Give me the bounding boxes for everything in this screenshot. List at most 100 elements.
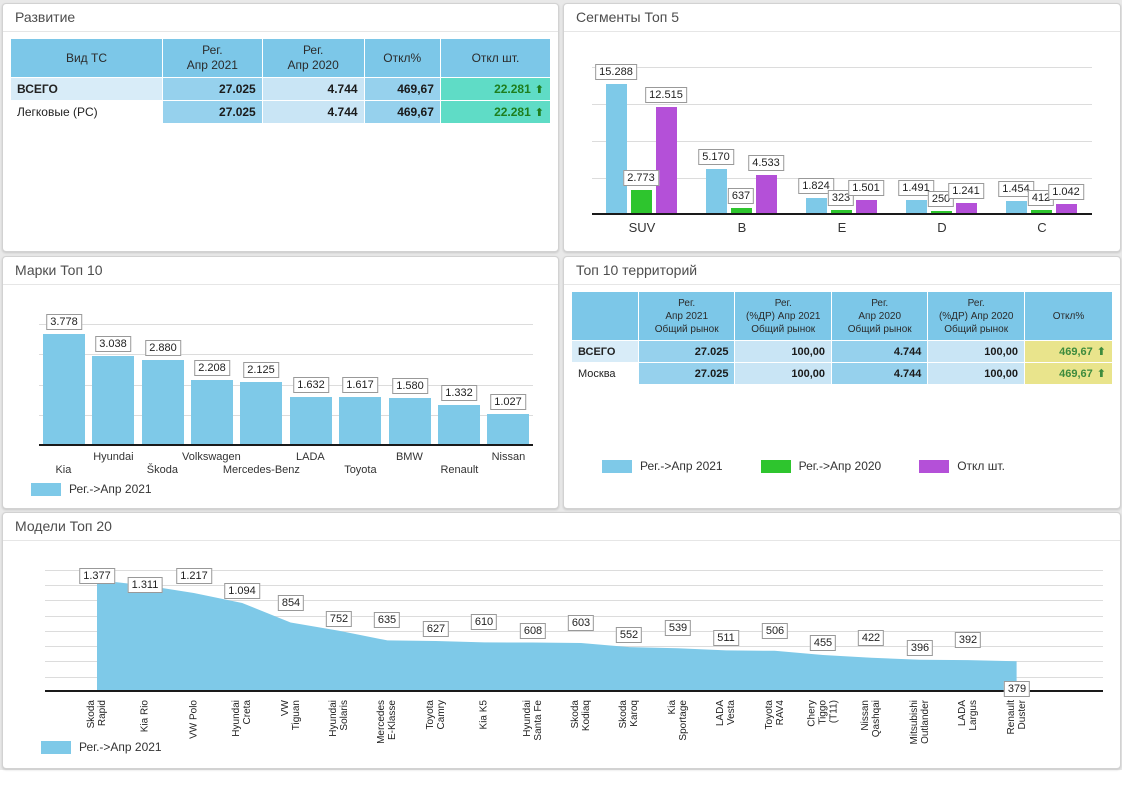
gridline xyxy=(45,585,1103,586)
x-axis-label-nissan: Nissan xyxy=(491,451,526,463)
gridline xyxy=(592,67,1092,68)
legend-item[interactable]: Рег.->Апр 2021 xyxy=(602,459,723,473)
point-value-label: 752 xyxy=(325,611,353,627)
bar-value-label: 3.778 xyxy=(46,314,82,330)
territory-value-cell[interactable]: 4.744 xyxy=(832,363,928,384)
brands-bar-renault[interactable] xyxy=(438,405,480,444)
bar-value-label: 1.241 xyxy=(948,183,984,199)
panel-title-segments: Сегменты Топ 5 xyxy=(564,4,1120,32)
segments-plot: SUV B E D C 15.288 2.773 12.515 5.170 637 4.533 1.8… xyxy=(592,64,1092,235)
deviation-pct-cell[interactable]: 469,67 xyxy=(364,78,440,100)
x-axis-label-text: Mercedes E-Klasse xyxy=(376,700,398,744)
bar-value-label: 1.027 xyxy=(490,394,526,410)
reg-apr-2020-cell[interactable]: 4.744 xyxy=(262,78,364,100)
models-area-shape[interactable] xyxy=(45,570,1103,692)
segments-bar-c-series3[interactable] xyxy=(1056,204,1077,213)
segments-bar-d-series3[interactable] xyxy=(956,203,977,213)
x-axis-label-b: B xyxy=(737,220,747,235)
deviation-pct-cell[interactable]: 469,67 xyxy=(364,101,440,123)
bar-value-label: 2.880 xyxy=(145,340,181,356)
reg-apr-2021-cell[interactable]: 27.025 xyxy=(162,78,262,100)
bar-value-label: 412 xyxy=(1027,190,1055,206)
x-axis-label-d: D xyxy=(937,220,947,235)
brands-bar-nissan[interactable] xyxy=(487,414,529,444)
x-axis-label-mercedes-benz: Mercedes-Benz xyxy=(222,464,300,476)
segments-bar-suv-series1[interactable] xyxy=(606,84,627,213)
development-column-header: Рег. Апр 2020 xyxy=(262,39,364,77)
bar-value-label: 323 xyxy=(827,190,855,206)
territory-deviation-pct-cell[interactable]: 469,67 ⬆ xyxy=(1024,363,1112,384)
segments-bar-b-series2[interactable] xyxy=(731,208,752,213)
segments-bar-b-series3[interactable] xyxy=(756,175,777,213)
deviation-units-cell[interactable]: 22.281 ⬆ xyxy=(440,101,550,123)
x-axis-label-text: Kia Sportage xyxy=(667,700,689,741)
territories-table-row[interactable]: ВСЕГО 27.025 100,00 4.744 100,00 469,67 ⬆ xyxy=(572,341,1112,362)
brands-bar-lada[interactable] xyxy=(290,397,332,444)
development-column-header: Откл% xyxy=(364,39,440,77)
territories-column-header: Рег. (%ДР) Апр 2020 Общий рынок xyxy=(928,292,1024,340)
point-value-label: 1.094 xyxy=(224,583,260,599)
brands-bar-toyota[interactable] xyxy=(339,397,381,444)
reg-apr-2020-cell[interactable]: 4.744 xyxy=(262,101,364,123)
panel-title-territories: Топ 10 территорий xyxy=(564,257,1120,285)
segments-bar-e-series3[interactable] xyxy=(856,200,877,213)
development-table-row[interactable]: Легковые (PC) 27.025 4.744 469,67 22.281 ⬆ xyxy=(11,101,550,123)
point-value-label: 506 xyxy=(761,623,789,639)
development-column-header: Рег. Апр 2021 xyxy=(162,39,262,77)
segments-bar-e-series2[interactable] xyxy=(831,210,852,213)
development-table-row[interactable]: ВСЕГО 27.025 4.744 469,67 22.281 ⬆ xyxy=(11,78,550,100)
bar-value-label: 1.632 xyxy=(293,377,329,393)
brands-bar-volkswagen[interactable] xyxy=(191,380,233,444)
territory-value-cell[interactable]: 27.025 xyxy=(638,341,735,362)
segments-bar-b-series1[interactable] xyxy=(706,169,727,213)
territory-value-cell[interactable]: 100,00 xyxy=(735,341,831,362)
point-value-label: 552 xyxy=(615,627,643,643)
trend-up-icon: ⬆ xyxy=(1096,345,1106,358)
chart-legend: Рег.->Апр 2021 Рег.->Апр 2020 Откл шт. xyxy=(602,459,1005,473)
chart-legend: Рег.->Апр 2021 xyxy=(41,740,162,754)
segments-bar-suv-series3[interactable] xyxy=(656,107,677,213)
segments-bar-d-series1[interactable] xyxy=(906,200,927,213)
territory-value-cell[interactable]: 100,00 xyxy=(928,341,1024,362)
segments-bar-e-series1[interactable] xyxy=(806,198,827,213)
x-axis-label-text: Hyundai Creta xyxy=(231,700,253,737)
deviation-units-cell[interactable]: 22.281 ⬆ xyxy=(440,78,550,100)
territory-value-cell[interactable]: 27.025 xyxy=(638,363,735,384)
reg-apr-2021-cell[interactable]: 27.025 xyxy=(162,101,262,123)
vehicle-type-cell[interactable]: Легковые (PC) xyxy=(11,101,162,123)
bar-value-label: 637 xyxy=(727,188,755,204)
territories-column-header: Рег. Апр 2021 Общий рынок xyxy=(638,292,735,340)
gridline xyxy=(592,178,1092,179)
vehicle-type-cell[interactable]: ВСЕГО xyxy=(11,78,162,100)
brands-bar-kia[interactable] xyxy=(43,334,85,444)
territory-value-cell[interactable]: 100,00 xyxy=(928,363,1024,384)
territory-name-cell[interactable]: ВСЕГО xyxy=(572,341,638,362)
point-value-label: 627 xyxy=(422,621,450,637)
segments-bar-c-series1[interactable] xyxy=(1006,201,1027,213)
brands-bar-hyundai[interactable] xyxy=(92,356,134,444)
legend-item[interactable]: Рег.->Апр 2021 xyxy=(31,482,152,496)
territory-value-cell[interactable]: 100,00 xyxy=(735,363,831,384)
legend-item[interactable]: Откл шт. xyxy=(919,459,1005,473)
panel-development: Развитие Вид ТС Рег. Апр 2021 Рег. Апр 202… xyxy=(2,3,559,252)
territory-name-cell[interactable]: Москва xyxy=(572,363,638,384)
bar-value-label: 1.454 xyxy=(998,181,1034,197)
segments-bar-c-series2[interactable] xyxy=(1031,210,1052,213)
x-axis-label-lada: LADA xyxy=(296,451,325,463)
development-column-header: Откл шт. xyxy=(440,39,550,77)
legend-swatch xyxy=(760,459,791,473)
x-axis-line xyxy=(39,444,533,446)
territory-value-cell[interactable]: 4.744 xyxy=(832,341,928,362)
segments-bar-d-series2[interactable] xyxy=(931,211,952,213)
legend-item[interactable]: Рег.->Апр 2020 xyxy=(760,459,881,473)
gridline xyxy=(45,570,1103,571)
territory-deviation-pct-cell[interactable]: 469,67 ⬆ xyxy=(1024,341,1112,362)
point-value-label: 635 xyxy=(373,612,401,628)
brands-bar-škoda[interactable] xyxy=(142,360,184,444)
brands-bar-bmw[interactable] xyxy=(389,398,431,444)
development-table-header-row: Вид ТС Рег. Апр 2021 Рег. Апр 2020 Откл% Отк… xyxy=(11,39,550,77)
brands-bar-mercedes-benz[interactable] xyxy=(240,382,282,444)
territories-table-row[interactable]: Москва 27.025 100,00 4.744 100,00 469,67 ⬆ xyxy=(572,363,1112,384)
segments-bar-suv-series2[interactable] xyxy=(631,190,652,213)
legend-item[interactable]: Рег.->Апр 2021 xyxy=(41,740,162,754)
